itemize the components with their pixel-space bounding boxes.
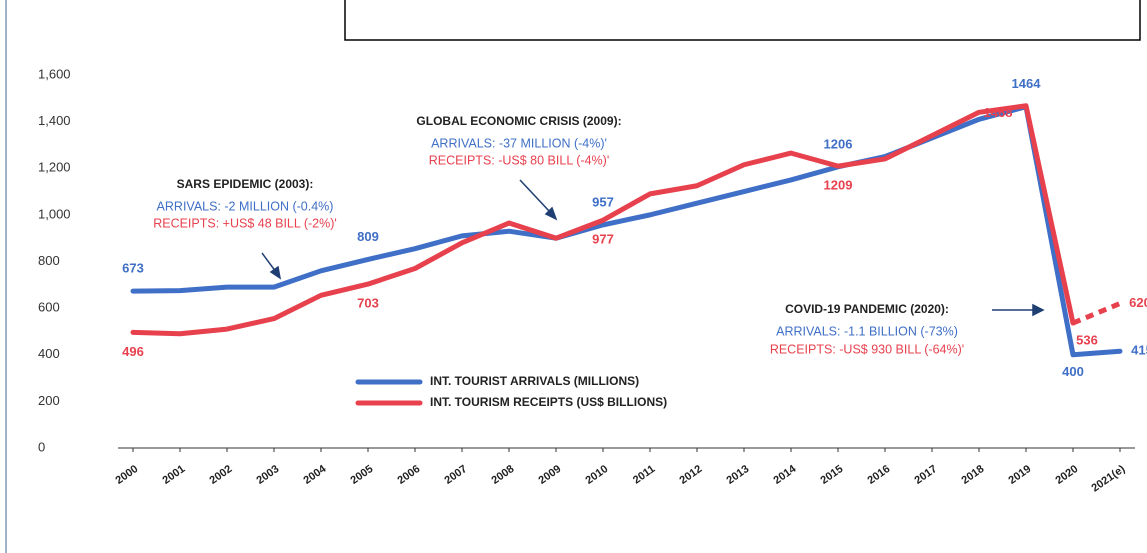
data-label: 1209 <box>824 178 853 193</box>
data-label: 415 <box>1131 343 1147 358</box>
y-tick-label: 600 <box>38 300 60 315</box>
x-tick-label: 2017 <box>912 463 939 487</box>
x-tick-label: 2002 <box>207 463 234 487</box>
y-tick-label: 1,200 <box>38 160 71 175</box>
data-label: 536 <box>1076 332 1098 347</box>
data-label: 620 <box>1129 295 1147 310</box>
x-tick-label: 2001 <box>160 463 187 487</box>
y-tick-label: 400 <box>38 346 60 361</box>
x-tick-label: 2014 <box>771 463 799 487</box>
y-tick-label: 800 <box>38 253 60 268</box>
data-label: 1468 <box>984 105 1013 120</box>
x-tick-label: 2004 <box>301 463 329 487</box>
annotation-text: ARRIVALS: -1.1 BILLION (-73%) <box>776 324 958 338</box>
x-tick-label: 2012 <box>677 463 704 487</box>
x-tick-label: 2000 <box>113 463 140 487</box>
x-tick-label: 2008 <box>489 463 516 487</box>
y-tick-label: 0 <box>38 439 45 454</box>
x-tick-label: 2016 <box>865 463 892 487</box>
x-tick-label: 2003 <box>254 463 281 487</box>
x-tick-label: 2005 <box>348 463 375 487</box>
x-tick-label: 2021(e) <box>1089 463 1127 495</box>
x-tick-label: 2015 <box>818 463 845 487</box>
y-tick-label: 1,600 <box>38 66 71 81</box>
y-tick-label: 200 <box>38 393 60 408</box>
x-tick-label: 2010 <box>583 463 610 487</box>
series-line <box>130 104 1123 358</box>
x-tick-label: 2007 <box>442 463 469 487</box>
data-label: 673 <box>122 261 144 276</box>
data-label: 496 <box>122 344 144 359</box>
annotation-text: ARRIVALS: -2 MILLION (-0.4%) <box>157 199 334 213</box>
data-label: 957 <box>592 194 614 209</box>
x-tick-label: 2006 <box>395 463 422 487</box>
series-line-estimate <box>1072 301 1121 326</box>
header-box <box>344 0 1141 41</box>
x-tick-label: 2011 <box>631 463 657 487</box>
arrows <box>261 179 1045 317</box>
x-tick-label: 2018 <box>959 463 986 487</box>
y-tick-label: 1,000 <box>38 206 71 221</box>
annotation-text: RECEIPTS: -US$ 930 BILL (-64%)' <box>770 342 964 356</box>
x-tick-label: 2009 <box>536 463 563 487</box>
data-label: 400 <box>1062 364 1084 379</box>
data-label: 1464 <box>1012 76 1042 91</box>
annotation-title: SARS EPIDEMIC (2003): <box>177 177 314 191</box>
x-tick-label: 2020 <box>1053 463 1080 487</box>
legend-label: INT. TOURIST ARRIVALS (MILLIONS) <box>430 374 639 388</box>
data-label: 703 <box>357 296 379 311</box>
x-tick-label: 2013 <box>724 463 751 487</box>
y-tick-label: 1,400 <box>38 113 71 128</box>
data-label: 977 <box>592 232 614 247</box>
annotation-text: RECEIPTS: -US$ 80 BILL (-4%)' <box>429 153 609 167</box>
legend-label: INT. TOURISM RECEIPTS (US$ BILLIONS) <box>430 395 667 409</box>
annotation-text: RECEIPTS: +US$ 48 BILL (-2%)' <box>153 216 337 230</box>
x-tick-label: 2019 <box>1006 463 1033 487</box>
data-label: 809 <box>357 229 379 244</box>
annotation-title: COVID-19 PANDEMIC (2020): <box>785 302 949 316</box>
annotation-text: ARRIVALS: -37 MILLION (-4%)' <box>431 136 607 150</box>
data-label: 1206 <box>824 136 853 151</box>
annotation-title: GLOBAL ECONOMIC CRISIS (2009): <box>416 114 621 128</box>
series-line <box>130 103 1076 337</box>
